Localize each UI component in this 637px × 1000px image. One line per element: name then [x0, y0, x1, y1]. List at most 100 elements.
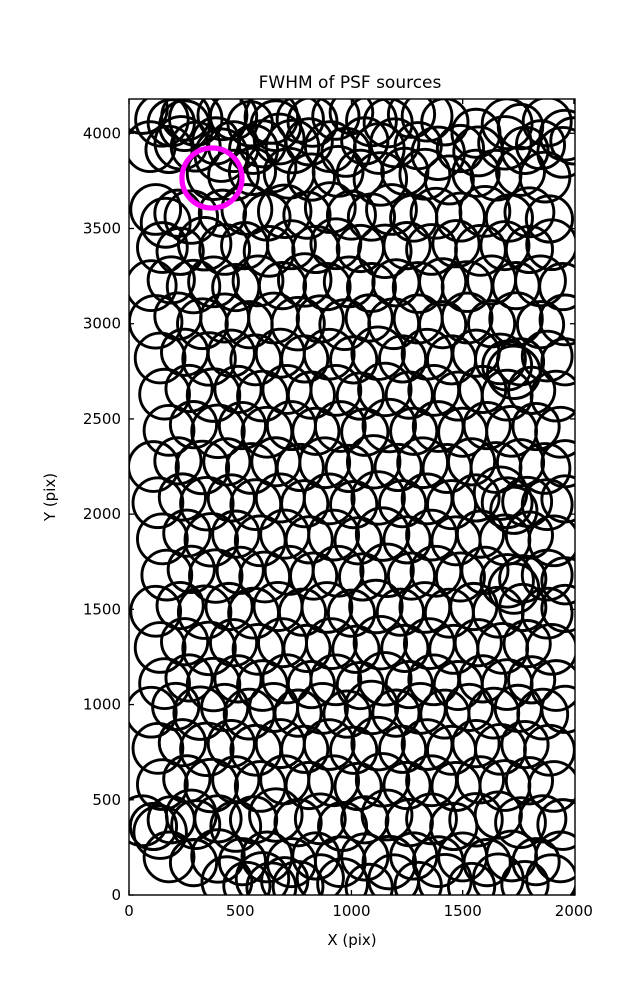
psf-source-circle	[165, 258, 222, 315]
psf-source-circle	[248, 787, 304, 843]
psf-source-markers	[129, 99, 575, 895]
psf-source-circle	[384, 370, 434, 420]
psf-source-circle	[498, 554, 548, 604]
psf-source-circle	[155, 580, 205, 631]
psf-source-circle	[286, 659, 336, 710]
psf-source-circle	[431, 219, 481, 269]
psf-source-circle	[500, 719, 550, 770]
psf-source-circle	[307, 508, 361, 562]
psf-source-circle	[217, 401, 268, 451]
psf-source-circle	[311, 544, 365, 598]
psf-source-circle	[435, 123, 486, 174]
psf-source-circle	[136, 512, 189, 566]
x-axis-ticks: 0 500 1000 1500 2000	[124, 99, 593, 920]
psf-source-circle	[176, 216, 233, 272]
psf-source-circle	[153, 436, 203, 486]
psf-source-circle	[300, 581, 354, 634]
psf-source-circle	[185, 367, 242, 423]
psf-source-circle	[529, 659, 575, 712]
psf-source-circle	[162, 508, 212, 558]
psf-source-circle	[129, 294, 184, 350]
x-tick-label: 1000	[332, 902, 370, 920]
psf-source-circle	[479, 553, 535, 609]
psf-source-circle	[354, 506, 411, 562]
psf-source-circle	[444, 682, 494, 733]
psf-source-circle	[345, 434, 402, 490]
psf-source-circle	[480, 99, 534, 151]
psf-source-circle	[331, 624, 381, 674]
psf-source-circle	[302, 718, 356, 771]
psf-source-circle	[473, 790, 523, 840]
psf-source-circle	[373, 442, 423, 493]
psf-source-circle	[350, 715, 406, 772]
page-title: FWHM of PSF sources	[259, 73, 442, 93]
psf-source-circle	[170, 799, 222, 851]
psf-source-circle	[382, 221, 432, 271]
psf-source-circle	[309, 363, 363, 417]
psf-source-circle	[282, 623, 332, 673]
psf-source-circle	[348, 578, 404, 635]
psf-source-circle	[172, 685, 228, 741]
highlighted-psf-source-circle[interactable]	[179, 145, 245, 211]
psf-source-circle	[196, 99, 249, 142]
psf-source-circle	[163, 189, 219, 245]
psf-source-circle	[324, 443, 374, 494]
psf-source-circle	[455, 509, 506, 559]
x-tick-label: 0	[124, 902, 134, 920]
psf-source-circle	[217, 837, 268, 887]
psf-source-circle	[295, 853, 345, 895]
psf-source-circle	[518, 442, 572, 495]
psf-source-circle	[275, 442, 325, 493]
psf-source-circle	[129, 183, 183, 236]
psf-source-circle	[313, 400, 367, 453]
highlighted-source-marker[interactable]	[179, 145, 245, 211]
psf-source-circle	[352, 151, 409, 207]
psf-source-circle	[418, 300, 468, 350]
y-tick-label: 1000	[83, 696, 121, 714]
y-tick-label: 3000	[83, 315, 121, 333]
psf-source-circle	[518, 150, 572, 204]
psf-source-circle	[309, 653, 363, 707]
y-tick-label: 4000	[83, 124, 121, 142]
psf-source-circle	[538, 293, 575, 347]
psf-source-circle	[520, 548, 574, 602]
y-tick-label: 1500	[83, 600, 121, 618]
y-axis-ticks: 0 500 1000 1500 2000 2500 3000 3500 4000	[83, 124, 575, 904]
psf-source-circle	[446, 437, 497, 487]
psf-source-circle	[359, 542, 415, 599]
psf-source-circle	[183, 757, 240, 814]
psf-source-circle	[286, 152, 336, 202]
psf-source-circle	[129, 685, 178, 739]
psf-source-circle	[448, 792, 504, 848]
psf-source-circle	[129, 259, 178, 312]
psf-source-circle	[495, 438, 546, 488]
psf-source-circle	[329, 480, 379, 530]
psf-source-circle	[138, 367, 191, 421]
psf-source-circle	[382, 760, 432, 811]
psf-source-circle	[280, 479, 330, 529]
psf-source-circle	[284, 117, 334, 167]
psf-source-circle	[131, 722, 185, 775]
y-axis-label: Y (pix)	[41, 473, 59, 522]
psf-source-circle	[498, 582, 548, 633]
psf-source-circle	[340, 116, 390, 166]
psf-source-circle	[540, 474, 575, 524]
psf-source-circle	[375, 587, 425, 637]
psf-source-circle	[540, 556, 575, 606]
psf-source-circle	[365, 183, 418, 236]
psf-source-circle	[335, 371, 385, 421]
x-tick-label: 2000	[555, 902, 593, 920]
psf-source-circle	[325, 189, 377, 241]
psf-source-circle	[523, 723, 575, 777]
psf-source-circle	[527, 760, 575, 813]
psf-source-circle	[494, 796, 547, 850]
psf-source-circle	[265, 219, 317, 271]
psf-source-circle	[157, 718, 207, 768]
psf-source-circle	[311, 99, 361, 141]
psf-source-circle	[417, 853, 473, 895]
psf-source-circle	[534, 830, 575, 884]
psf-source-circle	[142, 830, 196, 884]
psf-source-circle	[511, 401, 561, 452]
psf-source-circle	[423, 154, 475, 206]
psf-source-circle	[291, 224, 341, 275]
